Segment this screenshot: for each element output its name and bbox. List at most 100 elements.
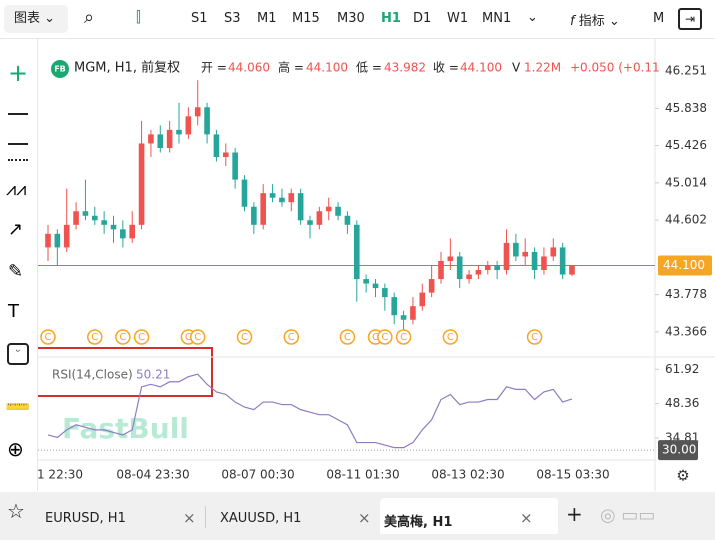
pattern-tool[interactable]: ⩘⩘ <box>6 179 27 200</box>
logo: ◎ ▭▭ <box>600 505 656 526</box>
event-icon <box>339 329 356 345</box>
exit-icon[interactable]: ⇥ <box>678 8 702 30</box>
timeframe[interactable]: M1 <box>257 11 277 26</box>
dropdown[interactable]: ⌄ <box>527 10 538 25</box>
price-label: 44.100 <box>663 258 705 272</box>
field-label: 高 = <box>278 60 304 75</box>
event-icon-label: C <box>185 332 192 343</box>
timeframe[interactable]: MN1 <box>482 11 512 26</box>
event-icon-label: C <box>194 332 201 343</box>
tab-close[interactable]: × <box>520 509 533 527</box>
symbol: MGM, H1, 前复权 <box>74 60 180 76</box>
event-icon-label: C <box>447 332 454 343</box>
candle-body <box>522 251 529 257</box>
candle-body <box>269 193 276 198</box>
candle-body <box>353 224 360 280</box>
more[interactable]: M <box>653 11 665 26</box>
indicators-label: 指标 <box>578 14 605 29</box>
field-value: 43.982 <box>384 61 426 75</box>
candle-body <box>110 224 117 230</box>
event-icon-label: C <box>531 332 538 343</box>
active-tab-bg <box>380 498 558 534</box>
candle-body <box>541 256 547 271</box>
candle-body <box>101 220 107 225</box>
zoom-tool[interactable]: ⊕ <box>7 437 24 461</box>
channel-tool[interactable] <box>8 143 28 161</box>
candle-body <box>325 206 332 212</box>
event-icon <box>236 329 253 345</box>
x-tick-label: 08-11 01:30 <box>326 468 399 482</box>
tab-bar: ☆ + ◎ ▭▭ EURUSD, H1 × XAUUSD, H1 × 美高梅, H1 × <box>0 492 715 540</box>
timeframe[interactable]: S1 <box>191 11 208 26</box>
candle-type-icon[interactable]: ⫿ <box>136 8 141 26</box>
event-icon <box>395 329 412 345</box>
event-icon <box>526 329 543 345</box>
candle-body <box>222 152 229 158</box>
candle-body <box>251 206 257 225</box>
candle-body <box>316 211 323 225</box>
x-tick-label: 1 22:30 <box>38 468 83 482</box>
price-label-bg <box>658 255 712 276</box>
field-label: 低 = <box>356 61 382 75</box>
candle-body <box>447 256 454 261</box>
timeframe[interactable]: M15 <box>292 11 320 26</box>
candle-body <box>466 274 472 280</box>
candle-body <box>550 247 557 257</box>
settings-icon: ⚙ <box>676 467 689 485</box>
event-icon <box>442 329 459 345</box>
field-label: 开 = <box>201 61 227 75</box>
tab-close[interactable]: × <box>358 509 371 527</box>
rsi-level-bg <box>658 440 698 461</box>
candle-body <box>260 193 267 225</box>
candle-body <box>382 288 388 298</box>
search-icon[interactable]: ⌕ <box>84 7 95 28</box>
indicators[interactable]: f 指标 ⌄ <box>570 14 620 29</box>
rsi-value: 50.21 <box>136 368 170 382</box>
candle-body <box>363 279 369 284</box>
tab-label[interactable]: 美高梅, H1 <box>384 515 453 530</box>
chart-menu-label: 图表 <box>14 11 41 26</box>
candle-body <box>475 270 482 275</box>
candle-body <box>120 229 126 239</box>
chart-menu[interactable]: 图表 ⌄ <box>4 5 68 33</box>
timeframe[interactable]: M30 <box>337 11 365 26</box>
line-tool[interactable] <box>8 113 28 115</box>
left-toolbar: + ⩘⩘ ↗ ✎ T ᵕ 📏 ⊕ <box>0 39 38 491</box>
crosshair-tool[interactable]: + <box>8 59 29 87</box>
tab-label[interactable]: XAUUSD, H1 <box>220 511 302 526</box>
candle-body <box>157 134 164 148</box>
rsi-line <box>47 373 573 449</box>
ruler-tool[interactable]: 📏 <box>2 392 34 423</box>
field-value: 44.100 <box>306 61 348 75</box>
candle-body <box>307 220 313 225</box>
tab-label[interactable]: EURUSD, H1 <box>45 511 126 526</box>
timeframe[interactable]: H1 <box>381 11 401 26</box>
candle-body <box>428 279 435 293</box>
brush-tool[interactable]: ✎ <box>8 261 24 282</box>
y-tick-label: 44.602 <box>665 213 707 227</box>
timeframe[interactable]: D1 <box>413 11 432 26</box>
candle-body <box>503 242 510 271</box>
tab-close[interactable]: × <box>183 509 196 527</box>
y-tick-label: 45.426 <box>665 138 707 152</box>
y-tick-label: 45.014 <box>665 175 707 189</box>
badge-label: FB <box>54 65 66 74</box>
event-icon <box>377 329 393 345</box>
candle-body <box>559 247 566 275</box>
fib-tool[interactable]: ↗ <box>8 219 24 240</box>
candle-body <box>204 107 210 135</box>
rsi-title: RSI(14,Close) <box>52 368 133 382</box>
badge <box>51 60 69 78</box>
candle-body <box>513 242 519 257</box>
add-tab[interactable]: + <box>566 502 583 526</box>
candle-body <box>91 215 98 221</box>
favorite-icon[interactable]: ☆ <box>7 499 25 523</box>
emoji-tool[interactable]: ᵕ <box>7 343 29 365</box>
timeframe[interactable]: W1 <box>447 11 469 26</box>
text-tool[interactable]: T <box>8 301 19 322</box>
candle-body <box>419 292 426 307</box>
timeframe[interactable]: S3 <box>224 11 241 26</box>
y-tick-label: 43.778 <box>665 287 707 301</box>
candle-body <box>569 265 575 275</box>
